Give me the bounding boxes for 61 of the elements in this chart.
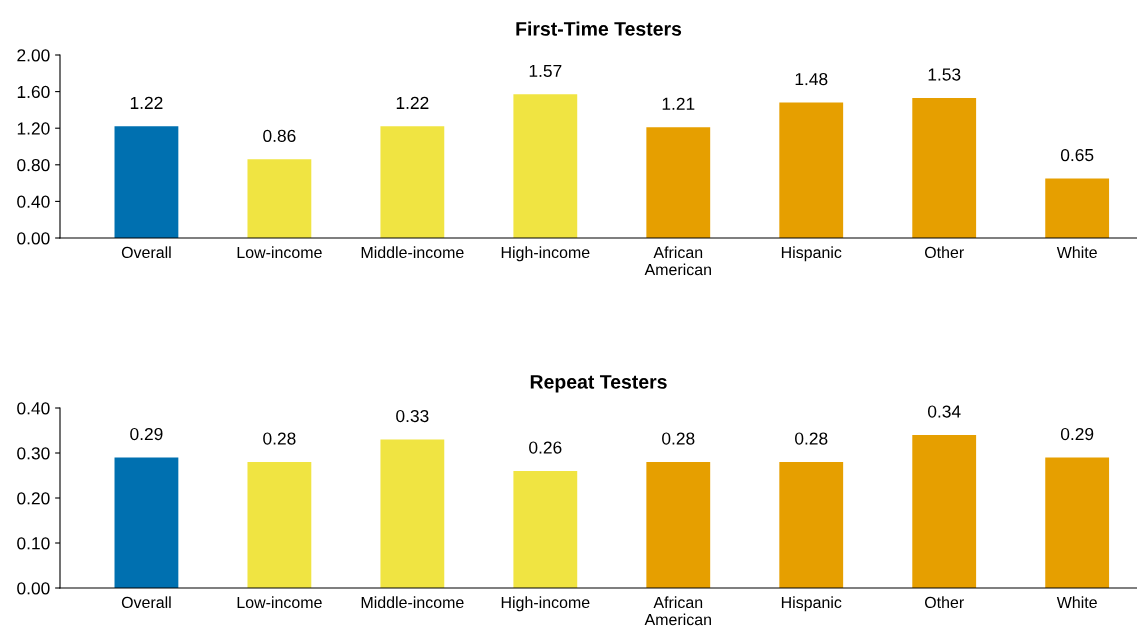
data-label: 1.22 (130, 96, 163, 109)
bar (779, 462, 844, 588)
y-tick-label: 0.00 (17, 582, 50, 595)
x-tick-label: African American (644, 246, 711, 276)
data-label: 0.26 (529, 441, 562, 454)
bar (1045, 178, 1110, 238)
y-tick-label: 0.40 (17, 402, 50, 415)
data-label: 0.34 (927, 405, 961, 418)
x-tick-label: Other (924, 596, 964, 609)
data-label: 0.33 (396, 409, 429, 423)
data-label: 0.86 (263, 129, 296, 142)
bar (513, 471, 578, 588)
y-tick-label: 2.00 (17, 49, 50, 62)
x-tick-label: African American (644, 596, 711, 626)
y-tick-label: 0.30 (17, 447, 50, 460)
y-tick-label: 0.20 (17, 492, 50, 505)
bar (912, 98, 977, 238)
data-label: 0.28 (662, 432, 695, 445)
data-label: 1.57 (529, 64, 562, 78)
y-tick-label: 1.20 (17, 122, 50, 135)
x-tick-label: Overall (121, 246, 171, 259)
y-tick-label: 0.10 (17, 537, 50, 550)
bar (912, 435, 977, 588)
x-tick-label: Low-income (237, 246, 322, 259)
bar (114, 126, 179, 238)
x-tick-label: Low-income (237, 596, 322, 609)
x-tick-label: High-income (501, 246, 590, 262)
data-label: 1.21 (662, 97, 695, 110)
data-label: 0.28 (263, 432, 296, 445)
bar (1045, 457, 1110, 588)
data-label: 0.28 (795, 432, 828, 445)
x-tick-label: High-income (501, 596, 590, 612)
bar (646, 462, 711, 588)
x-tick-label: Overall (121, 596, 171, 609)
bar (247, 159, 312, 238)
data-label: 1.22 (396, 96, 429, 109)
chart-title: First-Time Testers (516, 21, 682, 36)
y-tick-label: 1.60 (17, 85, 50, 99)
x-tick-label: Middle-income (361, 246, 464, 259)
bar (380, 439, 445, 588)
x-tick-label: Hispanic (781, 596, 842, 612)
chart-title: Repeat Testers (530, 375, 667, 393)
bar (779, 102, 844, 238)
bar (380, 126, 445, 238)
data-label: 1.53 (928, 68, 961, 81)
x-tick-label: Hispanic (781, 246, 842, 262)
bar (247, 462, 312, 588)
data-label: 0.29 (130, 427, 163, 441)
data-label: 0.65 (1060, 148, 1094, 162)
x-tick-label: Middle-income (361, 596, 464, 609)
bar (646, 127, 711, 238)
y-tick-label: 0.40 (17, 195, 50, 208)
y-tick-label: 0.80 (17, 158, 50, 172)
bar (114, 457, 179, 588)
y-tick-label: 0.00 (17, 232, 50, 245)
data-label: 0.29 (1060, 427, 1094, 441)
x-tick-label: White (1056, 596, 1097, 609)
x-tick-label: White (1056, 246, 1097, 259)
bar (513, 94, 578, 238)
data-label: 1.48 (795, 72, 828, 86)
x-tick-label: Other (924, 246, 964, 259)
